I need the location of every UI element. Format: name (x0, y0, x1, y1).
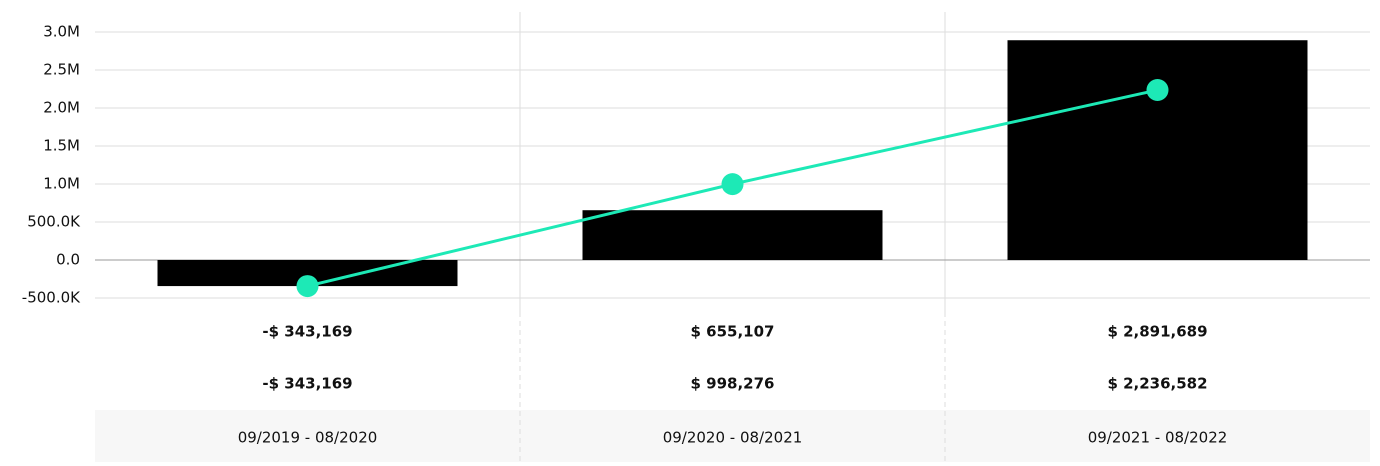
value-label: $ 998,276 (691, 375, 775, 393)
value-label: $ 2,236,582 (1107, 375, 1207, 393)
y-tick-label: 0.0 (56, 251, 80, 269)
y-tick-label: 2.0M (43, 99, 80, 117)
point (296, 275, 319, 298)
value-label: -$ 343,169 (262, 375, 352, 393)
y-tick-label: -500.0K (22, 289, 81, 307)
x-tick-label: 09/2019 - 08/2020 (238, 429, 378, 447)
y-tick-label: 1.0M (43, 175, 80, 193)
bar (582, 210, 883, 260)
bar (1007, 40, 1308, 261)
x-tick-label: 09/2020 - 08/2021 (663, 429, 803, 447)
point (721, 173, 744, 196)
x-tick-label: 09/2021 - 08/2022 (1088, 429, 1228, 447)
value-label: $ 655,107 (691, 323, 775, 341)
value-label: -$ 343,169 (262, 323, 352, 341)
y-tick-label: 3.0M (43, 23, 80, 41)
category-row (95, 410, 1370, 462)
y-tick-label: 1.5M (43, 137, 80, 155)
y-tick-label: 500.0K (27, 213, 81, 231)
y-tick-label: 2.5M (43, 61, 80, 79)
point (1146, 79, 1169, 102)
value-label: $ 2,891,689 (1107, 323, 1207, 341)
